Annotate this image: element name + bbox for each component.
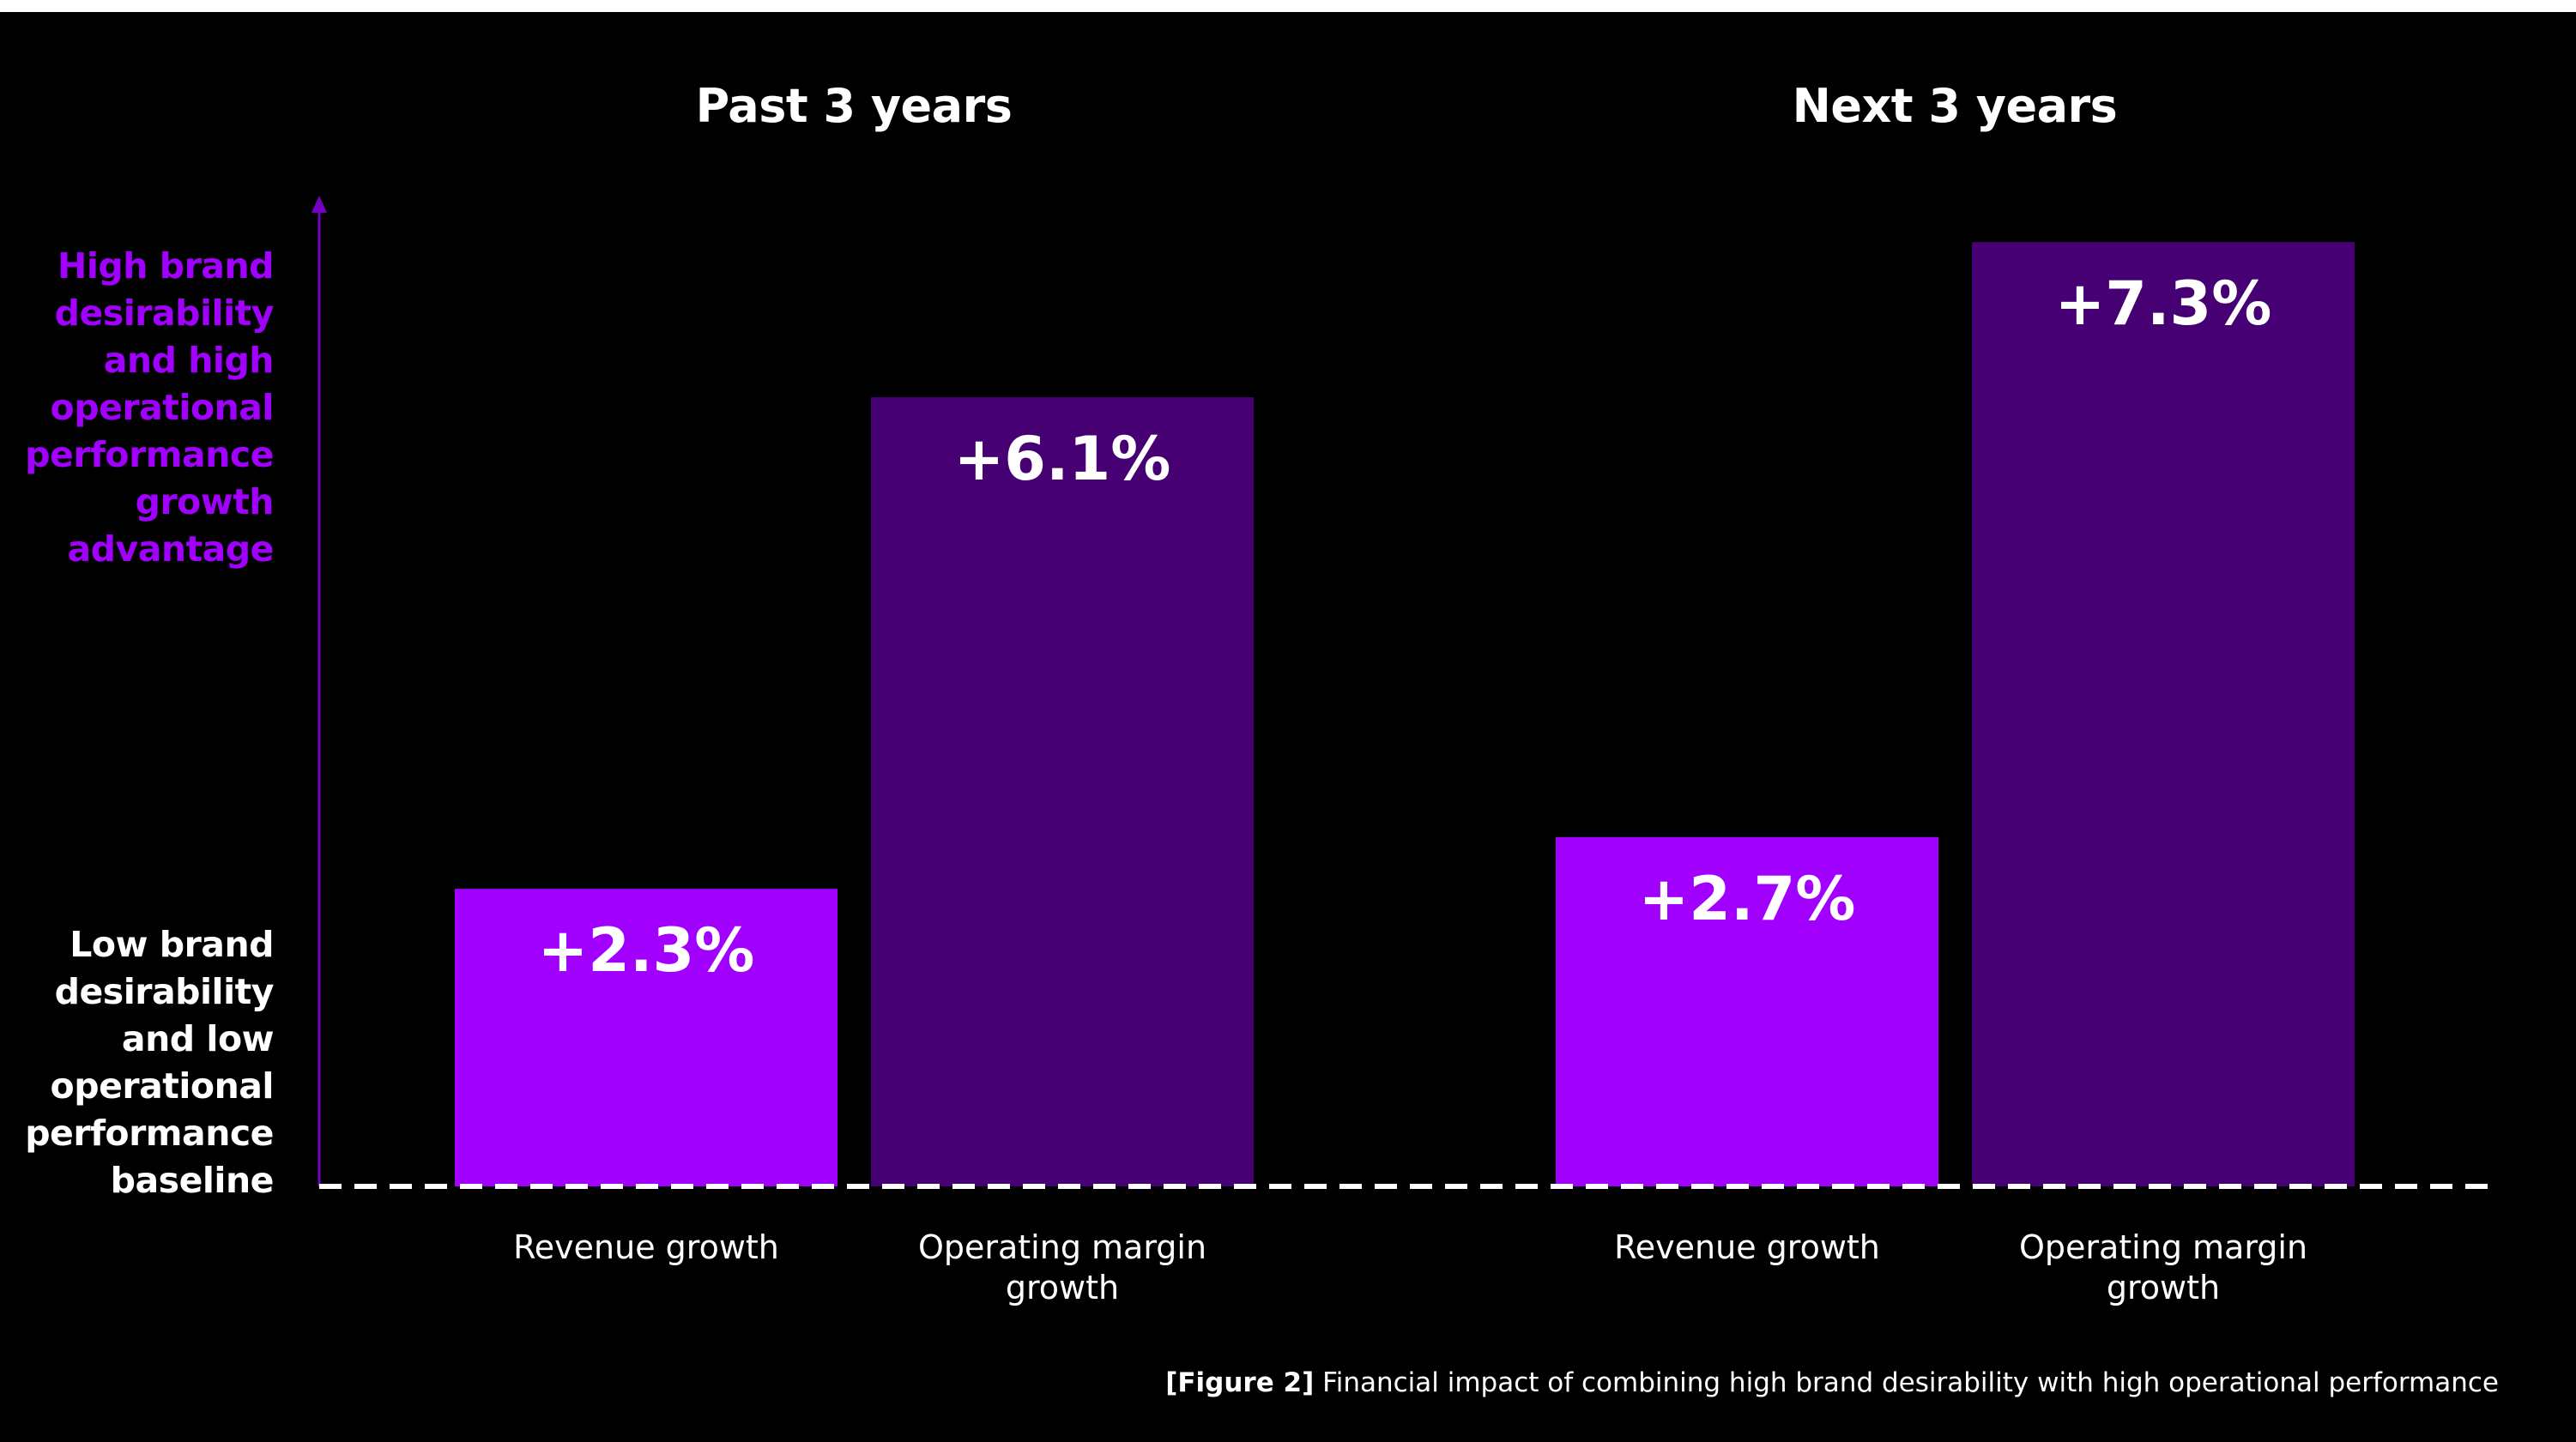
y-axis-top-label-line: desirability xyxy=(54,293,275,334)
panel-title-past: Past 3 years xyxy=(695,79,1013,133)
y-axis-bottom-label-line: baseline xyxy=(110,1160,275,1201)
panel-title-next: Next 3 years xyxy=(1792,79,2118,133)
y-axis-top-label-line: performance xyxy=(25,434,274,475)
y-axis-top-label-line: operational xyxy=(50,387,275,428)
category-label: growth xyxy=(2107,1269,2220,1306)
category-label: Revenue growth xyxy=(513,1228,779,1266)
bar-value-label: +7.3% xyxy=(2055,268,2272,339)
bar xyxy=(871,397,1254,1186)
y-axis-bottom-label-line: performance xyxy=(25,1113,274,1154)
y-axis-bottom-label-line: and low xyxy=(121,1018,275,1059)
y-axis-top-label-line: growth xyxy=(135,481,275,522)
bar xyxy=(1972,242,2355,1186)
y-axis-top-label-line: and high xyxy=(103,340,275,381)
y-axis-bottom-label: Low brand desirability and low operational p… xyxy=(0,921,274,1204)
category-label: Revenue growth xyxy=(1614,1228,1880,1266)
y-axis-arrow xyxy=(311,196,327,213)
y-axis-bottom-label-line: Low brand xyxy=(70,924,274,965)
y-axis-bottom-label-line: desirability xyxy=(54,971,275,1012)
figure-caption-text: Financial impact of combining high brand… xyxy=(1322,1367,2499,1398)
category-label: growth xyxy=(1006,1269,1119,1306)
bar-value-label: +6.1% xyxy=(954,424,1171,494)
bar-value-label: +2.7% xyxy=(1639,864,1856,934)
bar xyxy=(455,889,838,1186)
figure-caption-tag: [Figure 2] xyxy=(1165,1367,1315,1398)
bar xyxy=(1556,836,1938,1186)
category-label: Operating margin xyxy=(2019,1228,2307,1266)
y-axis-top-label-line: advantage xyxy=(67,528,274,570)
y-axis-bottom-label-line: operational xyxy=(50,1065,275,1107)
y-axis-top-label-line: High brand xyxy=(57,245,274,287)
top-strip xyxy=(0,0,2576,12)
y-axis-top-label: High brand desirability and high operationa… xyxy=(0,243,274,573)
bar-value-label: +2.3% xyxy=(538,915,755,986)
figure-caption: [Figure 2] Financial impact of combining… xyxy=(1165,1367,2499,1398)
category-label: Operating margin xyxy=(918,1228,1206,1266)
